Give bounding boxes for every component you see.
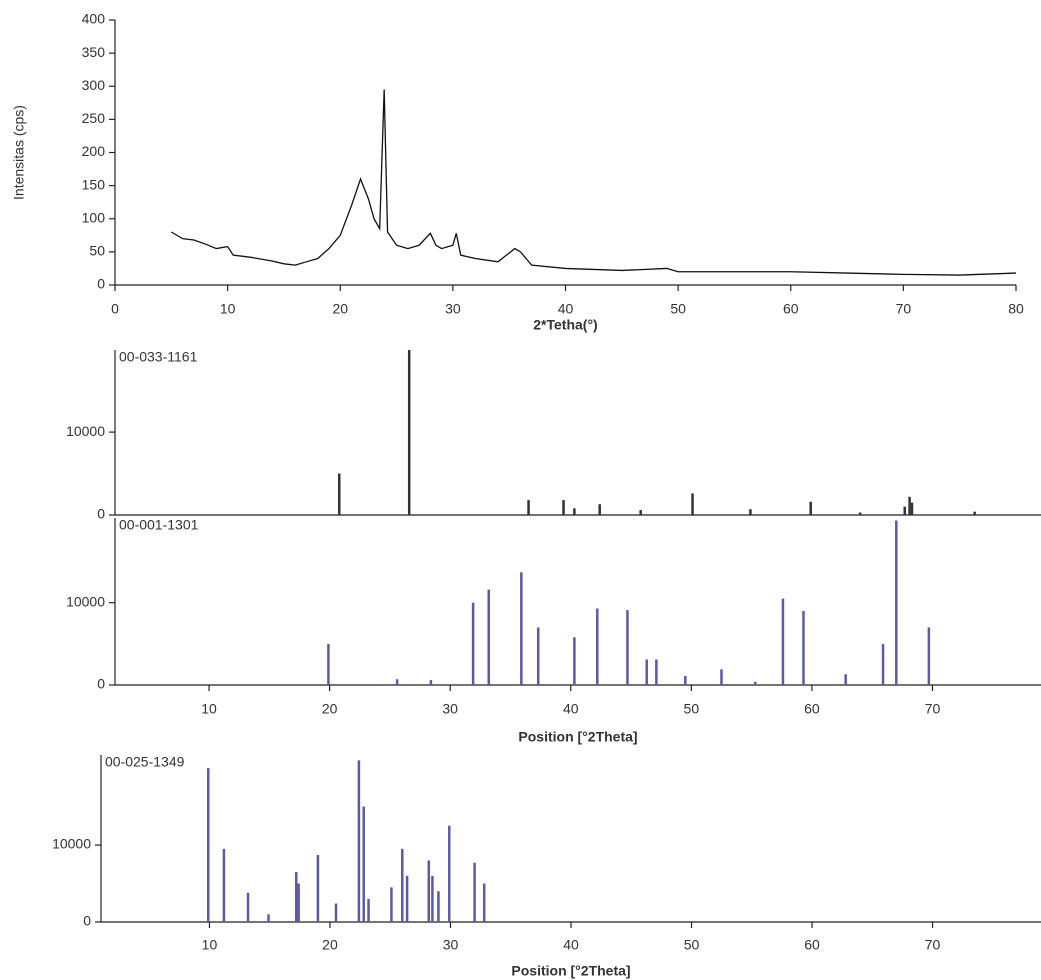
y-axis-label: Intensitas (cps) (11, 105, 27, 200)
x-axis-label: Position [°2Theta] (511, 963, 630, 979)
x-axis-label: 2*Tetha(°) (533, 317, 597, 333)
x-tick-label: 70 (925, 937, 941, 953)
y-tick-label: 150 (82, 176, 106, 192)
x-tick-label: 40 (563, 701, 579, 717)
x-tick-label: 10 (202, 937, 218, 953)
x-tick-label: 80 (1008, 301, 1024, 317)
y-tick-label: 0 (97, 676, 105, 692)
x-tick-label: 50 (684, 701, 700, 717)
x-tick-label: 30 (445, 301, 461, 317)
x-tick-label: 30 (442, 701, 458, 717)
x-axis-label: Position [°2Theta] (518, 729, 637, 745)
reference-code: 00-025-1349 (105, 754, 185, 770)
x-tick-label: 10 (201, 701, 217, 717)
x-tick-label: 20 (322, 701, 338, 717)
y-tick-label: 10000 (66, 423, 105, 439)
y-tick-label: 250 (82, 110, 106, 126)
y-tick-label: 0 (97, 506, 105, 522)
x-tick-label: 60 (804, 701, 820, 717)
y-tick-label: 10000 (52, 836, 91, 852)
x-tick-label: 50 (670, 301, 686, 317)
y-tick-label: 0 (83, 913, 91, 929)
x-tick-label: 20 (322, 937, 338, 953)
y-tick-label: 200 (82, 143, 106, 159)
x-tick-label: 60 (783, 301, 799, 317)
y-tick-label: 300 (82, 77, 106, 93)
x-tick-label: 30 (443, 937, 459, 953)
x-tick-label: 70 (896, 301, 912, 317)
y-tick-label: 0 (97, 276, 105, 292)
x-tick-label: 40 (563, 937, 579, 953)
x-tick-label: 20 (332, 301, 348, 317)
x-tick-label: 0 (111, 301, 119, 317)
reference-code: 00-033-1161 (119, 349, 198, 365)
y-tick-label: 400 (82, 11, 106, 27)
x-tick-label: 40 (558, 301, 574, 317)
x-tick-label: 10 (220, 301, 236, 317)
y-tick-label: 50 (89, 243, 105, 259)
y-tick-label: 350 (82, 44, 106, 60)
y-tick-label: 100 (82, 209, 106, 225)
y-tick-label: 10000 (66, 593, 105, 609)
x-tick-label: 70 (925, 701, 941, 717)
x-tick-label: 60 (804, 937, 820, 953)
reference-code: 00-001-1301 (119, 517, 199, 533)
pattern-line (170, 89, 1017, 276)
x-tick-label: 50 (684, 937, 700, 953)
